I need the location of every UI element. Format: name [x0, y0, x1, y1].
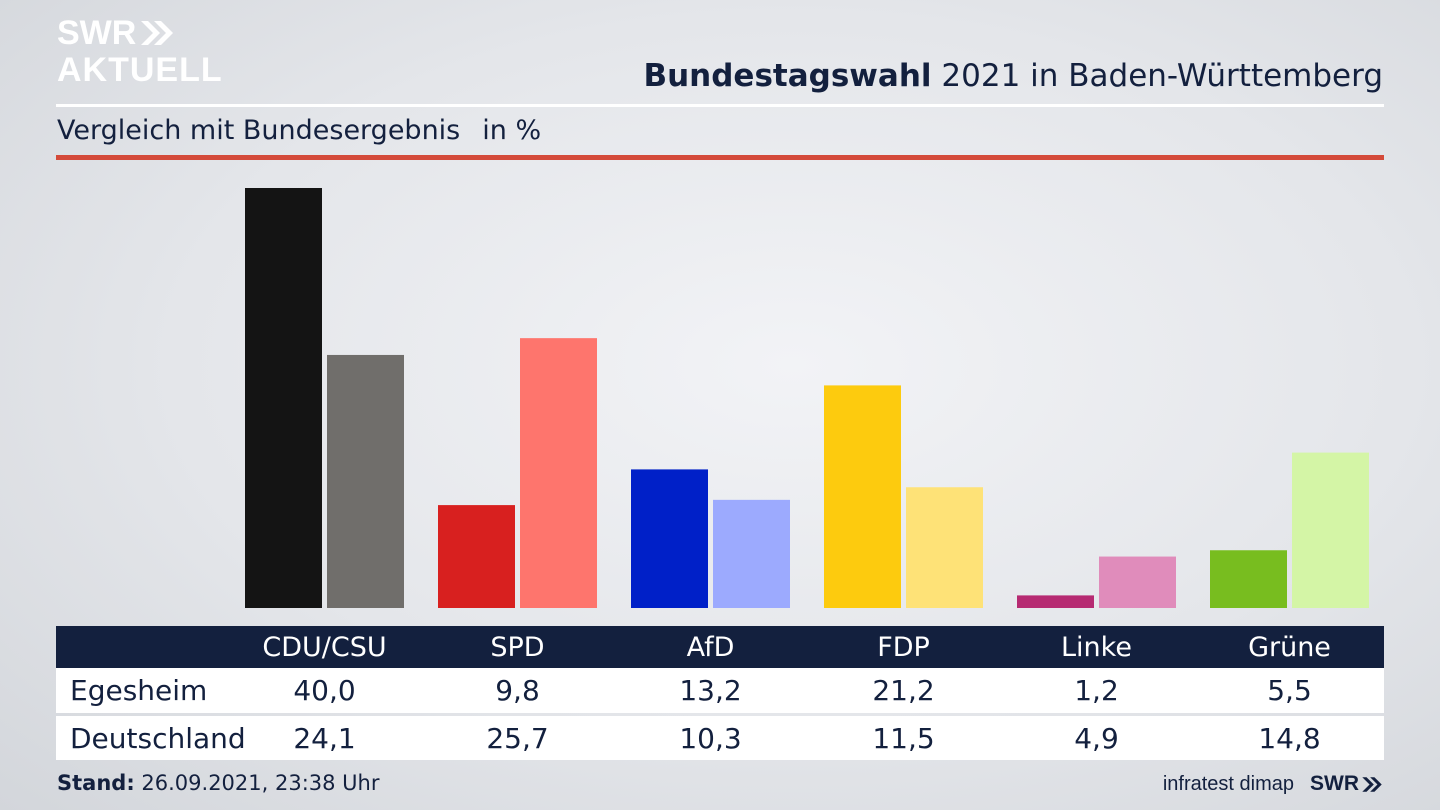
- bar-afd-egesheim: [631, 469, 708, 608]
- bar-fdp-egesheim: [824, 385, 901, 608]
- value-afd-egesheim: 13,2: [679, 674, 742, 707]
- column-header-fdp: FDP: [877, 631, 930, 663]
- value-cdu-csu-egesheim: 40,0: [293, 674, 356, 707]
- value-linke-deutschland: 4,9: [1074, 721, 1119, 755]
- subtitle-text: Vergleich mit Bundesergebnis: [57, 115, 461, 146]
- bar-gr-ne-egesheim: [1210, 550, 1287, 608]
- column-header-afd: AfD: [686, 631, 735, 663]
- title-bold: Bundestagswahl: [643, 58, 932, 94]
- table-header-row: CDU/CSU SPD AfD FDP Linke Grüne: [56, 626, 1384, 668]
- logo-aktuell-text: AKTUELL: [57, 51, 223, 89]
- bar-linke-egesheim: [1017, 595, 1094, 608]
- double-chevron-right-icon: [141, 21, 174, 45]
- value-spd-deutschland: 25,7: [486, 721, 549, 755]
- stand-value: 26.09.2021, 23:38 Uhr: [134, 771, 380, 795]
- value-linke-egesheim: 1,2: [1074, 674, 1119, 707]
- bar-linke-deutschland: [1099, 556, 1176, 608]
- column-header-gr-ne: Grüne: [1248, 631, 1331, 663]
- bar-gr-ne-deutschland: [1292, 452, 1369, 608]
- value-fdp-egesheim: 21,2: [872, 674, 935, 707]
- header-divider: [56, 104, 1384, 107]
- row-label-deutschland: Deutschland: [70, 721, 246, 755]
- footer-brand-text: SWR: [1310, 772, 1359, 795]
- page-title: Bundestagswahl 2021 in Baden-Württemberg: [643, 58, 1383, 94]
- bar-spd-deutschland: [520, 338, 597, 608]
- bar-spd-egesheim: [438, 505, 515, 608]
- bar-afd-deutschland: [713, 499, 790, 608]
- timestamp: Stand: 26.09.2021, 23:38 Uhr: [57, 771, 380, 795]
- chart-subtitle: Vergleich mit Bundesergebnis in %: [57, 115, 541, 146]
- column-header-spd: SPD: [490, 631, 545, 663]
- value-cdu-csu-deutschland: 24,1: [293, 721, 356, 755]
- bar-cdu-csu-egesheim: [245, 188, 322, 608]
- bar-cdu-csu-deutschland: [327, 354, 404, 608]
- value-gr-ne-deutschland: 14,8: [1258, 721, 1321, 755]
- value-fdp-deutschland: 11,5: [872, 721, 935, 755]
- table-row-deutschland: Deutschland 24,1 25,7 10,3 11,5 4,9 14,8: [56, 716, 1384, 760]
- column-header-cdu-csu: CDU/CSU: [262, 631, 387, 663]
- unit-label: in %: [482, 115, 542, 146]
- source-credit: infratest dimap SWR: [1163, 772, 1383, 796]
- bar-chart: [245, 188, 1369, 608]
- value-spd-egesheim: 9,8: [495, 674, 540, 707]
- source-text: infratest dimap: [1162, 772, 1294, 795]
- results-table: CDU/CSU SPD AfD FDP Linke Grüne Egesheim 40,0…: [56, 626, 1384, 760]
- bar-fdp-deutschland: [906, 487, 983, 608]
- value-afd-deutschland: 10,3: [679, 721, 742, 755]
- title-rest: 2021 in Baden-Württemberg: [931, 58, 1383, 94]
- logo-swr-text: SWR: [57, 14, 137, 52]
- swr-aktuell-logo: SWR AKTUELL: [57, 16, 223, 87]
- footer-swr-logo: SWR: [1310, 772, 1383, 796]
- column-header-linke: Linke: [1061, 631, 1132, 663]
- accent-divider: [56, 155, 1384, 160]
- row-label-egesheim: Egesheim: [70, 674, 208, 707]
- stand-label: Stand:: [57, 771, 135, 795]
- double-chevron-right-icon: [1362, 776, 1382, 792]
- table-row-egesheim: Egesheim 40,0 9,8 13,2 21,2 1,2 5,5: [56, 668, 1384, 713]
- value-gr-ne-egesheim: 5,5: [1267, 674, 1312, 707]
